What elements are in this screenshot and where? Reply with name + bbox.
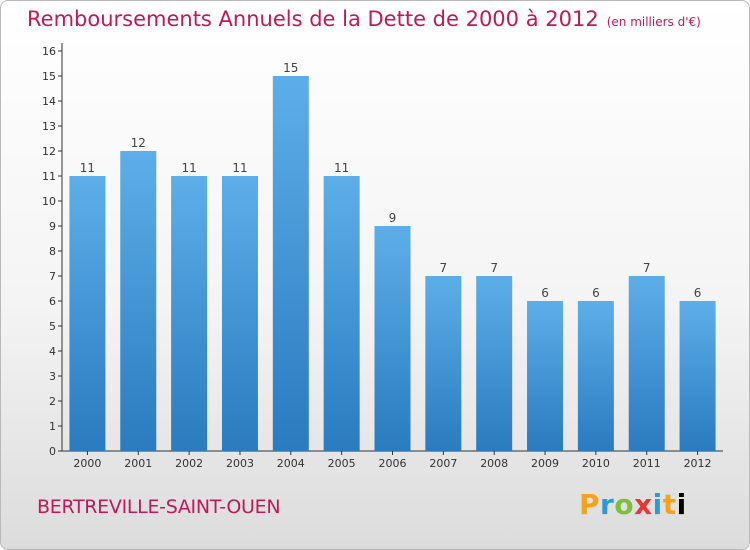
x-tick-label: 2012 [684,457,712,470]
commune-name: BERTREVILLE-SAINT-OUEN [37,496,281,518]
data-label: 9 [389,211,397,225]
y-tick-label: 5 [49,320,56,333]
x-tick-label: 2009 [531,457,559,470]
x-tick-label: 2010 [582,457,610,470]
data-label: 11 [80,161,95,175]
data-label: 7 [490,261,498,275]
bar [272,76,309,451]
x-tick-label: 2002 [175,457,203,470]
y-tick-label: 16 [42,45,56,58]
x-tick-label: 2004 [277,457,305,470]
bar [69,176,106,451]
y-tick-label: 15 [42,70,56,83]
bar [171,176,208,451]
data-label: 15 [283,61,298,75]
bar [120,151,157,451]
bar [577,301,614,451]
x-tick-label: 2006 [379,457,407,470]
bar [527,301,564,451]
bar [425,276,462,451]
bar [221,176,258,451]
y-tick-label: 1 [49,420,56,433]
proxiti-logo: Proxiti [579,488,687,521]
unit-note: (en milliers d'€) [606,15,701,29]
x-tick-label: 2003 [226,457,254,470]
data-label: 11 [181,161,196,175]
chart-title: Remboursements Annuels de la Dette de 20… [27,7,701,31]
x-tick-label: 2008 [480,457,508,470]
x-tick-label: 2001 [124,457,152,470]
data-label: 6 [694,286,702,300]
y-tick-label: 9 [49,220,56,233]
bar [628,276,665,451]
bar [476,276,513,451]
data-label: 11 [334,161,349,175]
y-tick-label: 6 [49,295,56,308]
data-label: 7 [643,261,651,275]
bar [679,301,716,451]
x-tick-label: 2011 [633,457,661,470]
y-tick-label: 2 [49,395,56,408]
data-label: 6 [541,286,549,300]
bar [374,226,411,451]
y-tick-label: 11 [42,170,56,183]
y-tick-label: 14 [42,95,56,108]
data-label: 12 [131,136,146,150]
y-tick-label: 4 [49,345,56,358]
data-label: 6 [592,286,600,300]
chart-title-text: Remboursements Annuels de la Dette de 20… [27,7,599,31]
x-tick-label: 2007 [429,457,457,470]
data-label: 7 [440,261,448,275]
x-tick-label: 2000 [73,457,101,470]
y-tick-label: 10 [42,195,56,208]
bar [323,176,360,451]
y-tick-label: 3 [49,370,56,383]
y-tick-label: 7 [49,270,56,283]
data-label: 11 [232,161,247,175]
y-tick-label: 8 [49,245,56,258]
x-tick-label: 2005 [328,457,356,470]
y-tick-label: 13 [42,120,56,133]
y-tick-label: 0 [49,445,56,458]
y-tick-label: 12 [42,145,56,158]
